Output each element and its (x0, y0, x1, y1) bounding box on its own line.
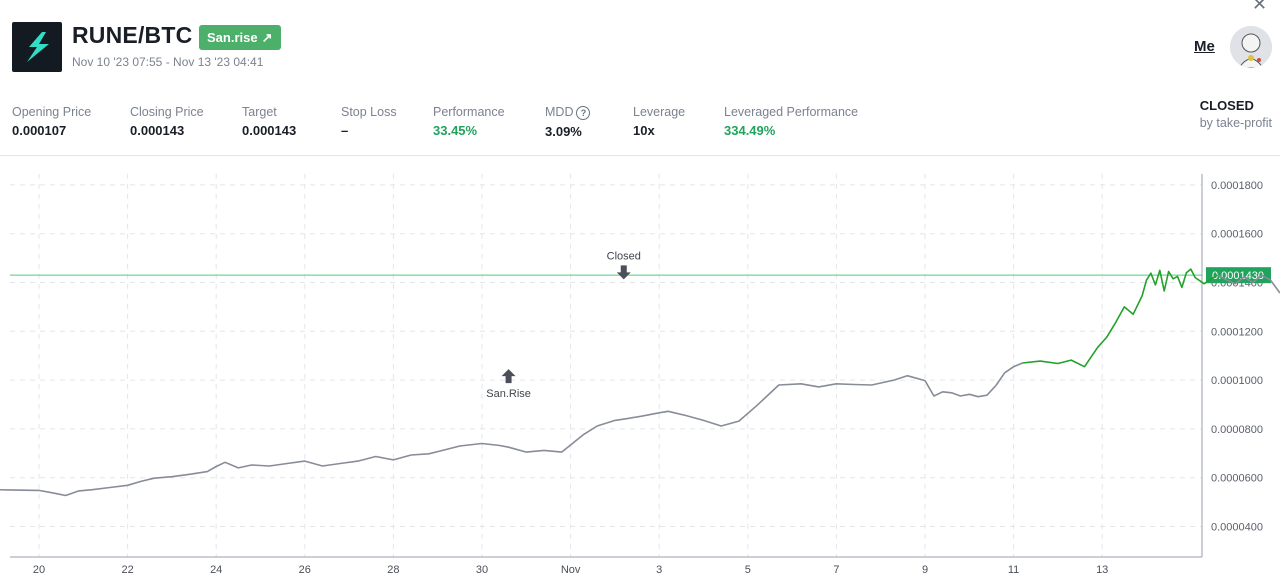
stat-stop-loss: Stop Loss – (341, 105, 397, 138)
stat-label: Closing Price (130, 105, 204, 119)
price-series-line (995, 362, 1023, 386)
stat-value: 334.49% (724, 123, 776, 138)
y-tick-label: 0.0001000 (1211, 375, 1263, 387)
x-tick-label: 22 (121, 564, 133, 576)
target-price-tag (1206, 267, 1271, 284)
arrow-down-icon (616, 265, 631, 280)
y-tick-label: 0.0001800 (1211, 180, 1263, 192)
user-link[interactable]: Me (1194, 38, 1215, 55)
x-tick-label: 24 (210, 564, 222, 576)
x-tick-label: 7 (833, 564, 839, 576)
price-chart[interactable]: 20 22 24 26 28 30 Nov 3 5 7 9 11 13 0.0000400 0.000060… (0, 165, 1280, 580)
price-series-line (0, 374, 997, 497)
status-title: CLOSED (1199, 98, 1254, 113)
annotation-label: San.Rise (486, 388, 531, 400)
stat-value: – (341, 123, 349, 138)
stat-label: MDD? (545, 105, 591, 120)
stat-label: Target (242, 105, 277, 119)
stat-label: Performance (433, 105, 505, 119)
close-icon[interactable]: ✕ (1252, 0, 1268, 14)
avatar-image-icon (1230, 26, 1272, 68)
stat-label: Leveraged Performance (724, 105, 859, 119)
annotation-label: Closed (607, 250, 641, 262)
y-tick-label: 0.0000800 (1211, 424, 1263, 436)
x-tick-label: 20 (33, 564, 45, 576)
project-logo (12, 22, 62, 72)
x-tick-label: 9 (922, 564, 928, 576)
x-tick-label: Nov (561, 564, 581, 576)
y-tick-label: 0.0001200 (1211, 326, 1263, 338)
price-series-line (1022, 268, 1218, 368)
x-tick-label: 3 (656, 564, 662, 576)
stat-mdd: MDD? 3.09% (545, 105, 591, 139)
signal-badge[interactable]: San.rise ↗ (199, 25, 281, 50)
pair-title: RUNE/BTC (72, 22, 193, 48)
stat-leveraged-performance: Leveraged Performance 334.49% (724, 105, 858, 138)
status-subtitle: by take-profit (1199, 116, 1272, 130)
stat-label: Opening Price (12, 105, 92, 119)
help-icon[interactable]: ? (576, 105, 591, 120)
x-tick-label: 26 (299, 564, 311, 576)
price-series-line (1217, 274, 1280, 294)
stat-value: 10x (633, 123, 655, 138)
date-range: Nov 10 '23 07:55 - Nov 13 '23 04:41 (72, 55, 264, 69)
x-tick-label: 5 (745, 564, 751, 576)
stat-label-text: MDD (545, 105, 574, 119)
header-divider (0, 155, 1280, 156)
stat-value: 3.09% (545, 123, 582, 139)
y-tick-label: 0.0000400 (1211, 522, 1263, 534)
stat-opening-price: Opening Price 0.000107 (12, 105, 91, 138)
y-tick-label: 0.0001600 (1211, 229, 1263, 241)
stat-leverage: Leverage 10x (633, 105, 685, 138)
signal-badge-label: San.rise (207, 30, 258, 45)
stat-label: Leverage (633, 105, 686, 119)
stat-value: 0.000107 (12, 123, 67, 138)
x-tick-label: 30 (476, 564, 488, 576)
stat-value: 0.000143 (130, 123, 185, 138)
stat-label: Stop Loss (341, 105, 397, 119)
x-tick-label: 11 (1008, 564, 1019, 576)
trade-status: CLOSED by take-profit (1200, 98, 1272, 130)
stat-value: 33.45% (433, 123, 478, 138)
x-tick-label: 13 (1096, 564, 1108, 576)
stat-target: Target 0.000143 (242, 105, 296, 138)
stat-value: 0.000143 (242, 123, 297, 138)
avatar[interactable] (1230, 26, 1272, 68)
stat-closing-price: Closing Price 0.000143 (130, 105, 204, 138)
stat-performance: Performance 33.45% (433, 105, 505, 138)
y-tick-label: 0.0000600 (1211, 473, 1263, 485)
arrow-up-right-icon: ↗ (261, 30, 273, 45)
thorchain-logo-icon (27, 32, 49, 62)
arrow-up-icon (501, 369, 516, 384)
x-tick-label: 28 (387, 564, 399, 576)
